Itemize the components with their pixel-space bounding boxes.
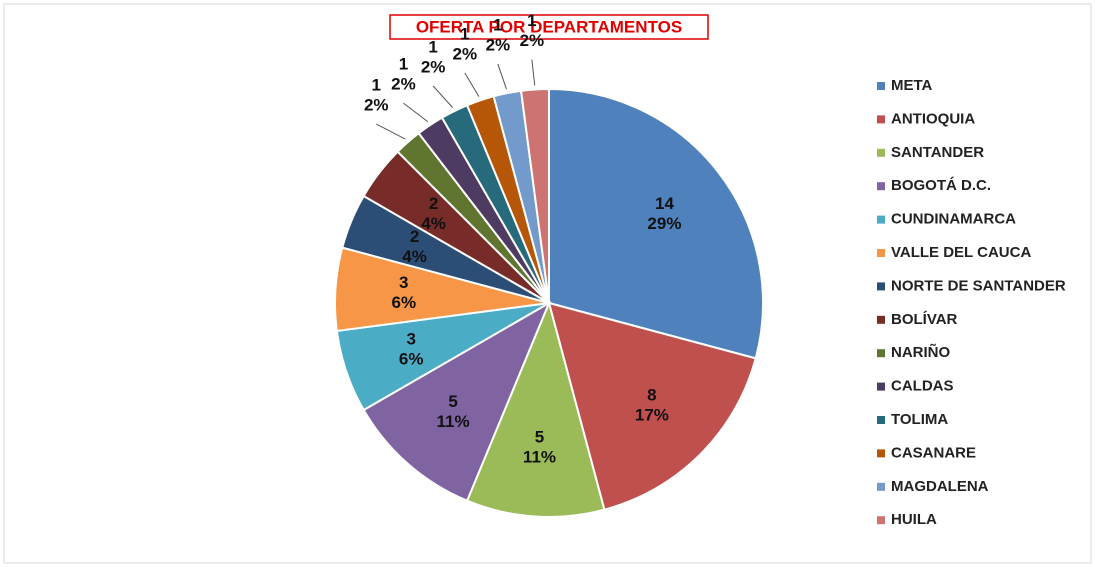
pie-slice	[519, 87, 550, 304]
pie-slice	[547, 301, 757, 511]
percent-label: 29%	[647, 214, 681, 233]
leader-line	[376, 123, 406, 140]
percent-label: 2%	[364, 96, 389, 115]
legend-label: VALLE DEL CAUCA	[891, 244, 1031, 261]
legend-swatch	[877, 148, 885, 157]
legend-swatch	[877, 282, 885, 291]
legend-label: HUILA	[891, 511, 937, 528]
legend-swatch	[877, 249, 885, 257]
value-label: 5	[448, 392, 457, 411]
pie-slice	[465, 299, 606, 518]
value-label: 1	[372, 76, 381, 95]
percent-label: 17%	[635, 405, 669, 424]
legend-swatch	[877, 82, 885, 90]
legend-swatch	[877, 349, 885, 358]
legend-swatch	[877, 382, 885, 391]
legend-swatch	[877, 416, 885, 424]
percent-label: 4%	[421, 214, 446, 233]
value-label: 1	[493, 16, 502, 35]
percent-label: 2%	[486, 36, 511, 55]
percent-label: 2%	[520, 31, 545, 50]
legend-label: BOLÍVAR	[891, 311, 958, 328]
legend-swatch	[877, 215, 885, 224]
leader-line	[464, 72, 480, 97]
legend-label: ANTIOQUIA	[891, 110, 975, 127]
percent-label: 2%	[452, 44, 477, 63]
legend-label: BOGOTÁ D.C.	[891, 177, 991, 194]
leader-line	[531, 59, 536, 86]
legend-label: TOLIMA	[891, 411, 948, 428]
value-label: 5	[535, 428, 544, 447]
value-label: 1	[399, 55, 408, 74]
value-label: 14	[655, 194, 674, 213]
chart-title: OFERTA POR DEPARTAMENTOS	[416, 17, 682, 36]
legend-swatch	[877, 482, 885, 491]
pie-slice	[362, 300, 552, 503]
legend-swatch	[877, 449, 885, 458]
leader-line	[403, 102, 429, 123]
pie-slice	[548, 87, 764, 360]
percent-label: 2%	[421, 58, 446, 77]
percent-label: 11%	[523, 448, 556, 467]
value-label: 8	[647, 385, 656, 404]
value-label: 1	[460, 24, 469, 43]
percent-label: 2%	[391, 75, 416, 94]
leader-line	[497, 63, 507, 90]
legend-label: CUNDINAMARCA	[891, 211, 1016, 228]
legend-label: SANTANDER	[891, 144, 984, 161]
value-label: 1	[527, 11, 536, 30]
leader-line	[432, 85, 453, 108]
value-label: 3	[399, 273, 408, 292]
percent-label: 4%	[402, 247, 427, 266]
value-label: 1	[428, 38, 437, 57]
value-label: 2	[429, 194, 438, 213]
value-label: 2	[410, 227, 419, 246]
legend-label: CALDAS	[891, 378, 954, 395]
legend-label: NORTE DE SANTANDER	[891, 277, 1066, 294]
legend-label: MAGDALENA	[891, 478, 989, 495]
percent-label: 6%	[399, 349, 424, 368]
legend-swatch	[877, 315, 885, 324]
legend-swatch	[877, 182, 885, 191]
value-label: 3	[406, 329, 415, 348]
legend-swatch	[877, 115, 885, 124]
legend-label: CASANARE	[891, 444, 976, 461]
percent-label: 11%	[437, 412, 470, 431]
percent-label: 6%	[392, 293, 417, 312]
title-box	[389, 14, 709, 40]
legend-label: NARIÑO	[891, 343, 950, 361]
legend-swatch	[877, 516, 885, 525]
legend-label: META	[891, 77, 933, 94]
